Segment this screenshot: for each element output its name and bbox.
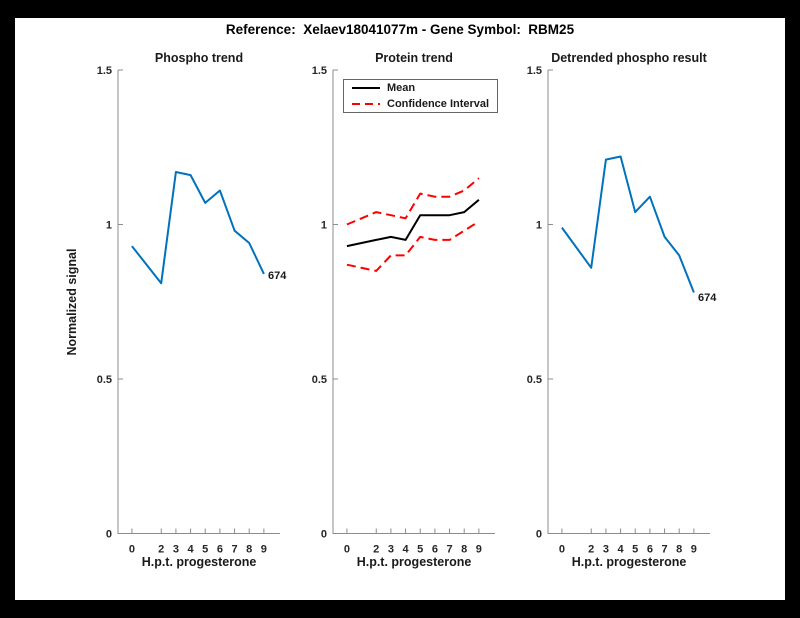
y-tick-label: 0.5 bbox=[312, 374, 327, 386]
y-tick-label: 0.5 bbox=[97, 374, 112, 386]
x-tick-label: 2 bbox=[373, 544, 379, 556]
confidence-interval-line-sample-icon bbox=[352, 103, 380, 105]
x-tick-label: 7 bbox=[231, 544, 237, 556]
legend-entry-confidence-interval: Confidence Interval bbox=[344, 97, 497, 111]
subplot2-title: Protein trend bbox=[375, 51, 453, 65]
mean-line-sample-icon bbox=[352, 87, 380, 89]
subplot1-x-axis-label: H.p.t. progesterone bbox=[141, 555, 257, 569]
x-tick-label: 4 bbox=[188, 544, 195, 556]
legend-confidence-interval-label: Confidence Interval bbox=[387, 98, 490, 110]
y-tick-label: 0 bbox=[536, 529, 542, 541]
x-tick-label: 7 bbox=[661, 544, 667, 556]
y-tick-label: 1 bbox=[321, 220, 327, 232]
y-tick-label: 1 bbox=[536, 220, 542, 232]
axis-lines bbox=[117, 70, 280, 534]
x-tick-label: 8 bbox=[246, 544, 252, 556]
axis-lines bbox=[332, 70, 495, 534]
x-tick-label: 9 bbox=[261, 544, 267, 556]
x-tick-label: 3 bbox=[173, 544, 179, 556]
axis-lines bbox=[547, 70, 710, 534]
subplot3-x-axis-label: H.p.t. progesterone bbox=[571, 555, 687, 569]
series-line-phospho-signal bbox=[131, 171, 265, 285]
subplot2-x-axis-label: H.p.t. progesterone bbox=[356, 555, 472, 569]
subplot-2-axes: 0 0.5 1 1.5 0 2 3 4 5 6 7 8 9 bbox=[312, 65, 495, 556]
x-tick-label: 5 bbox=[202, 544, 208, 556]
series-line-mean bbox=[346, 199, 480, 248]
y-tick-label: 0 bbox=[106, 529, 112, 541]
x-tick-label: 7 bbox=[446, 544, 452, 556]
figure-title: Reference: Xelaev18041077m - Gene Symbol… bbox=[225, 22, 575, 37]
y-tick-label: 1.5 bbox=[312, 65, 327, 77]
y-tick-label: 1 bbox=[106, 220, 112, 232]
subplot-1-axes: 0 0.5 1 1.5 0 2 3 4 5 6 7 8 9 bbox=[97, 65, 280, 556]
legend-mean-label: Mean bbox=[387, 82, 416, 94]
series-line-confidence-interval-lower bbox=[346, 220, 480, 272]
series-line-detrended-phospho-signal bbox=[561, 155, 695, 293]
subplot3-endpoint-label: 674 bbox=[698, 292, 717, 304]
subplot1-title: Phospho trend bbox=[154, 51, 244, 65]
legend-box: Mean Confidence Interval bbox=[343, 79, 498, 113]
x-tick-label: 0 bbox=[129, 544, 135, 556]
legend-entry-mean: Mean bbox=[344, 81, 497, 95]
x-tick-label: 2 bbox=[158, 544, 164, 556]
figure-canvas: Reference: Xelaev18041077m - Gene Symbol… bbox=[15, 18, 785, 600]
x-tick-label: 6 bbox=[217, 544, 223, 556]
x-tick-label: 2 bbox=[588, 544, 594, 556]
x-tick-label: 9 bbox=[691, 544, 697, 556]
x-tick-label: 4 bbox=[618, 544, 625, 556]
subplot-3-axes: 0 0.5 1 1.5 0 2 3 4 5 6 7 8 9 bbox=[527, 65, 710, 556]
y-tick-label: 1.5 bbox=[527, 65, 542, 77]
plots-svg: 00.511.50 2 3 4 5 6 7 8 900.511.50 2 3 4 5 6 7 8 900.511… bbox=[97, 65, 710, 556]
x-tick-label: 9 bbox=[476, 544, 482, 556]
x-tick-label: 8 bbox=[676, 544, 682, 556]
x-tick-label: 4 bbox=[403, 544, 410, 556]
x-tick-label: 5 bbox=[632, 544, 638, 556]
x-tick-label: 5 bbox=[417, 544, 423, 556]
x-tick-label: 6 bbox=[432, 544, 438, 556]
y-tick-label: 0.5 bbox=[527, 374, 542, 386]
x-tick-label: 6 bbox=[647, 544, 653, 556]
x-tick-label: 0 bbox=[344, 544, 350, 556]
series-line-confidence-interval-upper bbox=[346, 177, 480, 226]
x-tick-label: 8 bbox=[461, 544, 467, 556]
subplot3-title: Detrended phospho result bbox=[551, 51, 707, 65]
x-tick-label: 0 bbox=[559, 544, 565, 556]
x-tick-label: 3 bbox=[388, 544, 394, 556]
subplot1-endpoint-label: 674 bbox=[268, 270, 287, 282]
y-tick-label: 0 bbox=[321, 529, 327, 541]
x-tick-label: 3 bbox=[603, 544, 609, 556]
y-tick-label: 1.5 bbox=[97, 65, 112, 77]
